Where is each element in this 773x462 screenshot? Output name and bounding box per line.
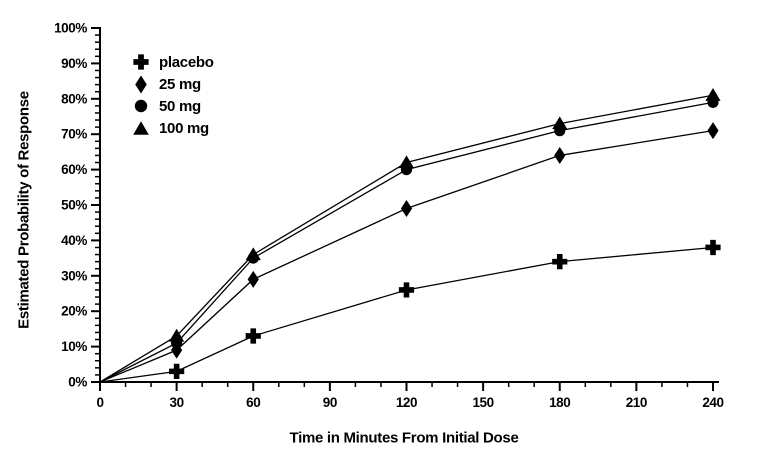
legend-label-50mg: 50 mg — [159, 97, 201, 115]
series-line-placebo — [99, 246, 714, 383]
circle-icon — [131, 97, 150, 115]
series-line-100-mg — [99, 94, 714, 383]
marker-triangle-100-mg — [705, 88, 721, 101]
x-tick-label: 180 — [549, 395, 570, 410]
x-tick-label: 60 — [246, 395, 260, 410]
marker-diamond-25-mg — [247, 270, 259, 288]
y-tick-label: 10% — [61, 339, 87, 354]
y-tick-label: 30% — [61, 268, 87, 283]
diamond-icon — [131, 75, 150, 94]
y-tick-label: 0% — [68, 375, 87, 390]
marker-plus-placebo — [398, 282, 415, 298]
marker-diamond-25-mg — [554, 146, 566, 164]
marker-plus-placebo — [552, 254, 568, 270]
marker-plus-placebo — [705, 239, 721, 256]
y-tick-label: 100% — [54, 21, 87, 36]
series-line-50-mg — [99, 101, 714, 383]
marker-plus-placebo — [245, 328, 261, 344]
y-tick-label: 50% — [61, 198, 87, 213]
y-tick-label: 60% — [61, 162, 87, 177]
x-tick-label: 0 — [96, 395, 103, 410]
y-tick-label: 20% — [61, 304, 87, 319]
legend-item-100mg: 100 mg — [131, 117, 214, 139]
x-tick-label: 240 — [702, 395, 723, 410]
marker-diamond-25-mg — [400, 200, 413, 218]
y-tick-label: 70% — [61, 127, 87, 142]
y-tick-label: 40% — [61, 233, 87, 248]
y-tick-label: 90% — [61, 56, 87, 71]
plus-icon — [131, 53, 150, 71]
marker-triangle-100-mg — [245, 247, 261, 261]
y-tick-label: 80% — [61, 91, 87, 106]
legend: placebo 25 mg 50 mg 100 mg — [131, 51, 214, 139]
legend-item-50mg: 50 mg — [131, 95, 214, 117]
legend-label-placebo: placebo — [159, 53, 214, 71]
legend-item-placebo: placebo — [131, 51, 214, 73]
legend-label-25mg: 25 mg — [159, 75, 201, 93]
series-line-25-mg — [99, 130, 714, 383]
marker-triangle-100-mg — [169, 328, 185, 342]
x-tick-label: 90 — [323, 395, 337, 410]
marker-diamond-25-mg — [707, 122, 719, 140]
x-tick-label: 150 — [472, 395, 493, 410]
triangle-icon — [131, 119, 150, 137]
legend-item-25mg: 25 mg — [131, 73, 214, 95]
marker-triangle-100-mg — [398, 155, 415, 169]
marker-triangle-100-mg — [552, 116, 568, 130]
y-axis-title: Estimated Probability of Response — [15, 91, 33, 329]
x-tick-label: 30 — [170, 395, 184, 410]
x-tick-label: 210 — [626, 395, 647, 410]
legend-label-100mg: 100 mg — [159, 119, 209, 137]
x-tick-label: 120 — [396, 395, 417, 410]
marker-plus-placebo — [169, 363, 185, 379]
x-axis-title: Time in Minutes From Initial Dose — [289, 429, 519, 447]
